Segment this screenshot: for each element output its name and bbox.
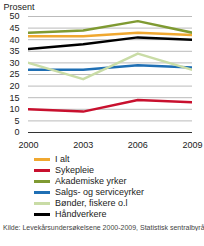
html-text:I alt: I alt bbox=[55, 154, 70, 164]
svg-text:30: 30 bbox=[9, 58, 19, 68]
html-text:Salgs- og serviceyrker: Salgs- og serviceyrker bbox=[55, 187, 144, 197]
svg-text:5: 5 bbox=[14, 116, 19, 126]
svg-text:Prosent: Prosent bbox=[4, 2, 36, 12]
html-text:Håndverkere: Håndverkere bbox=[55, 209, 107, 219]
svg-text:2009: 2009 bbox=[182, 140, 202, 150]
html-text:Akademiske yrker: Akademiske yrker bbox=[55, 176, 127, 186]
svg-text:15: 15 bbox=[9, 93, 19, 103]
svg-text:2006: 2006 bbox=[128, 140, 148, 150]
svg-text:0: 0 bbox=[14, 127, 19, 137]
svg-text:2003: 2003 bbox=[73, 140, 93, 150]
html-text:Sykepleie: Sykepleie bbox=[55, 165, 94, 175]
svg-text:40: 40 bbox=[9, 35, 19, 45]
svg-text:25: 25 bbox=[9, 69, 19, 79]
svg-text:10: 10 bbox=[9, 104, 19, 114]
svg-text:20: 20 bbox=[9, 81, 19, 91]
svg-text:50: 50 bbox=[9, 11, 19, 21]
svg-text:45: 45 bbox=[9, 23, 19, 33]
html-text:Bønder, fiskere o.l: Bønder, fiskere o.l bbox=[55, 198, 128, 208]
svg-text:2000: 2000 bbox=[18, 140, 38, 150]
svg-text:35: 35 bbox=[9, 46, 19, 56]
